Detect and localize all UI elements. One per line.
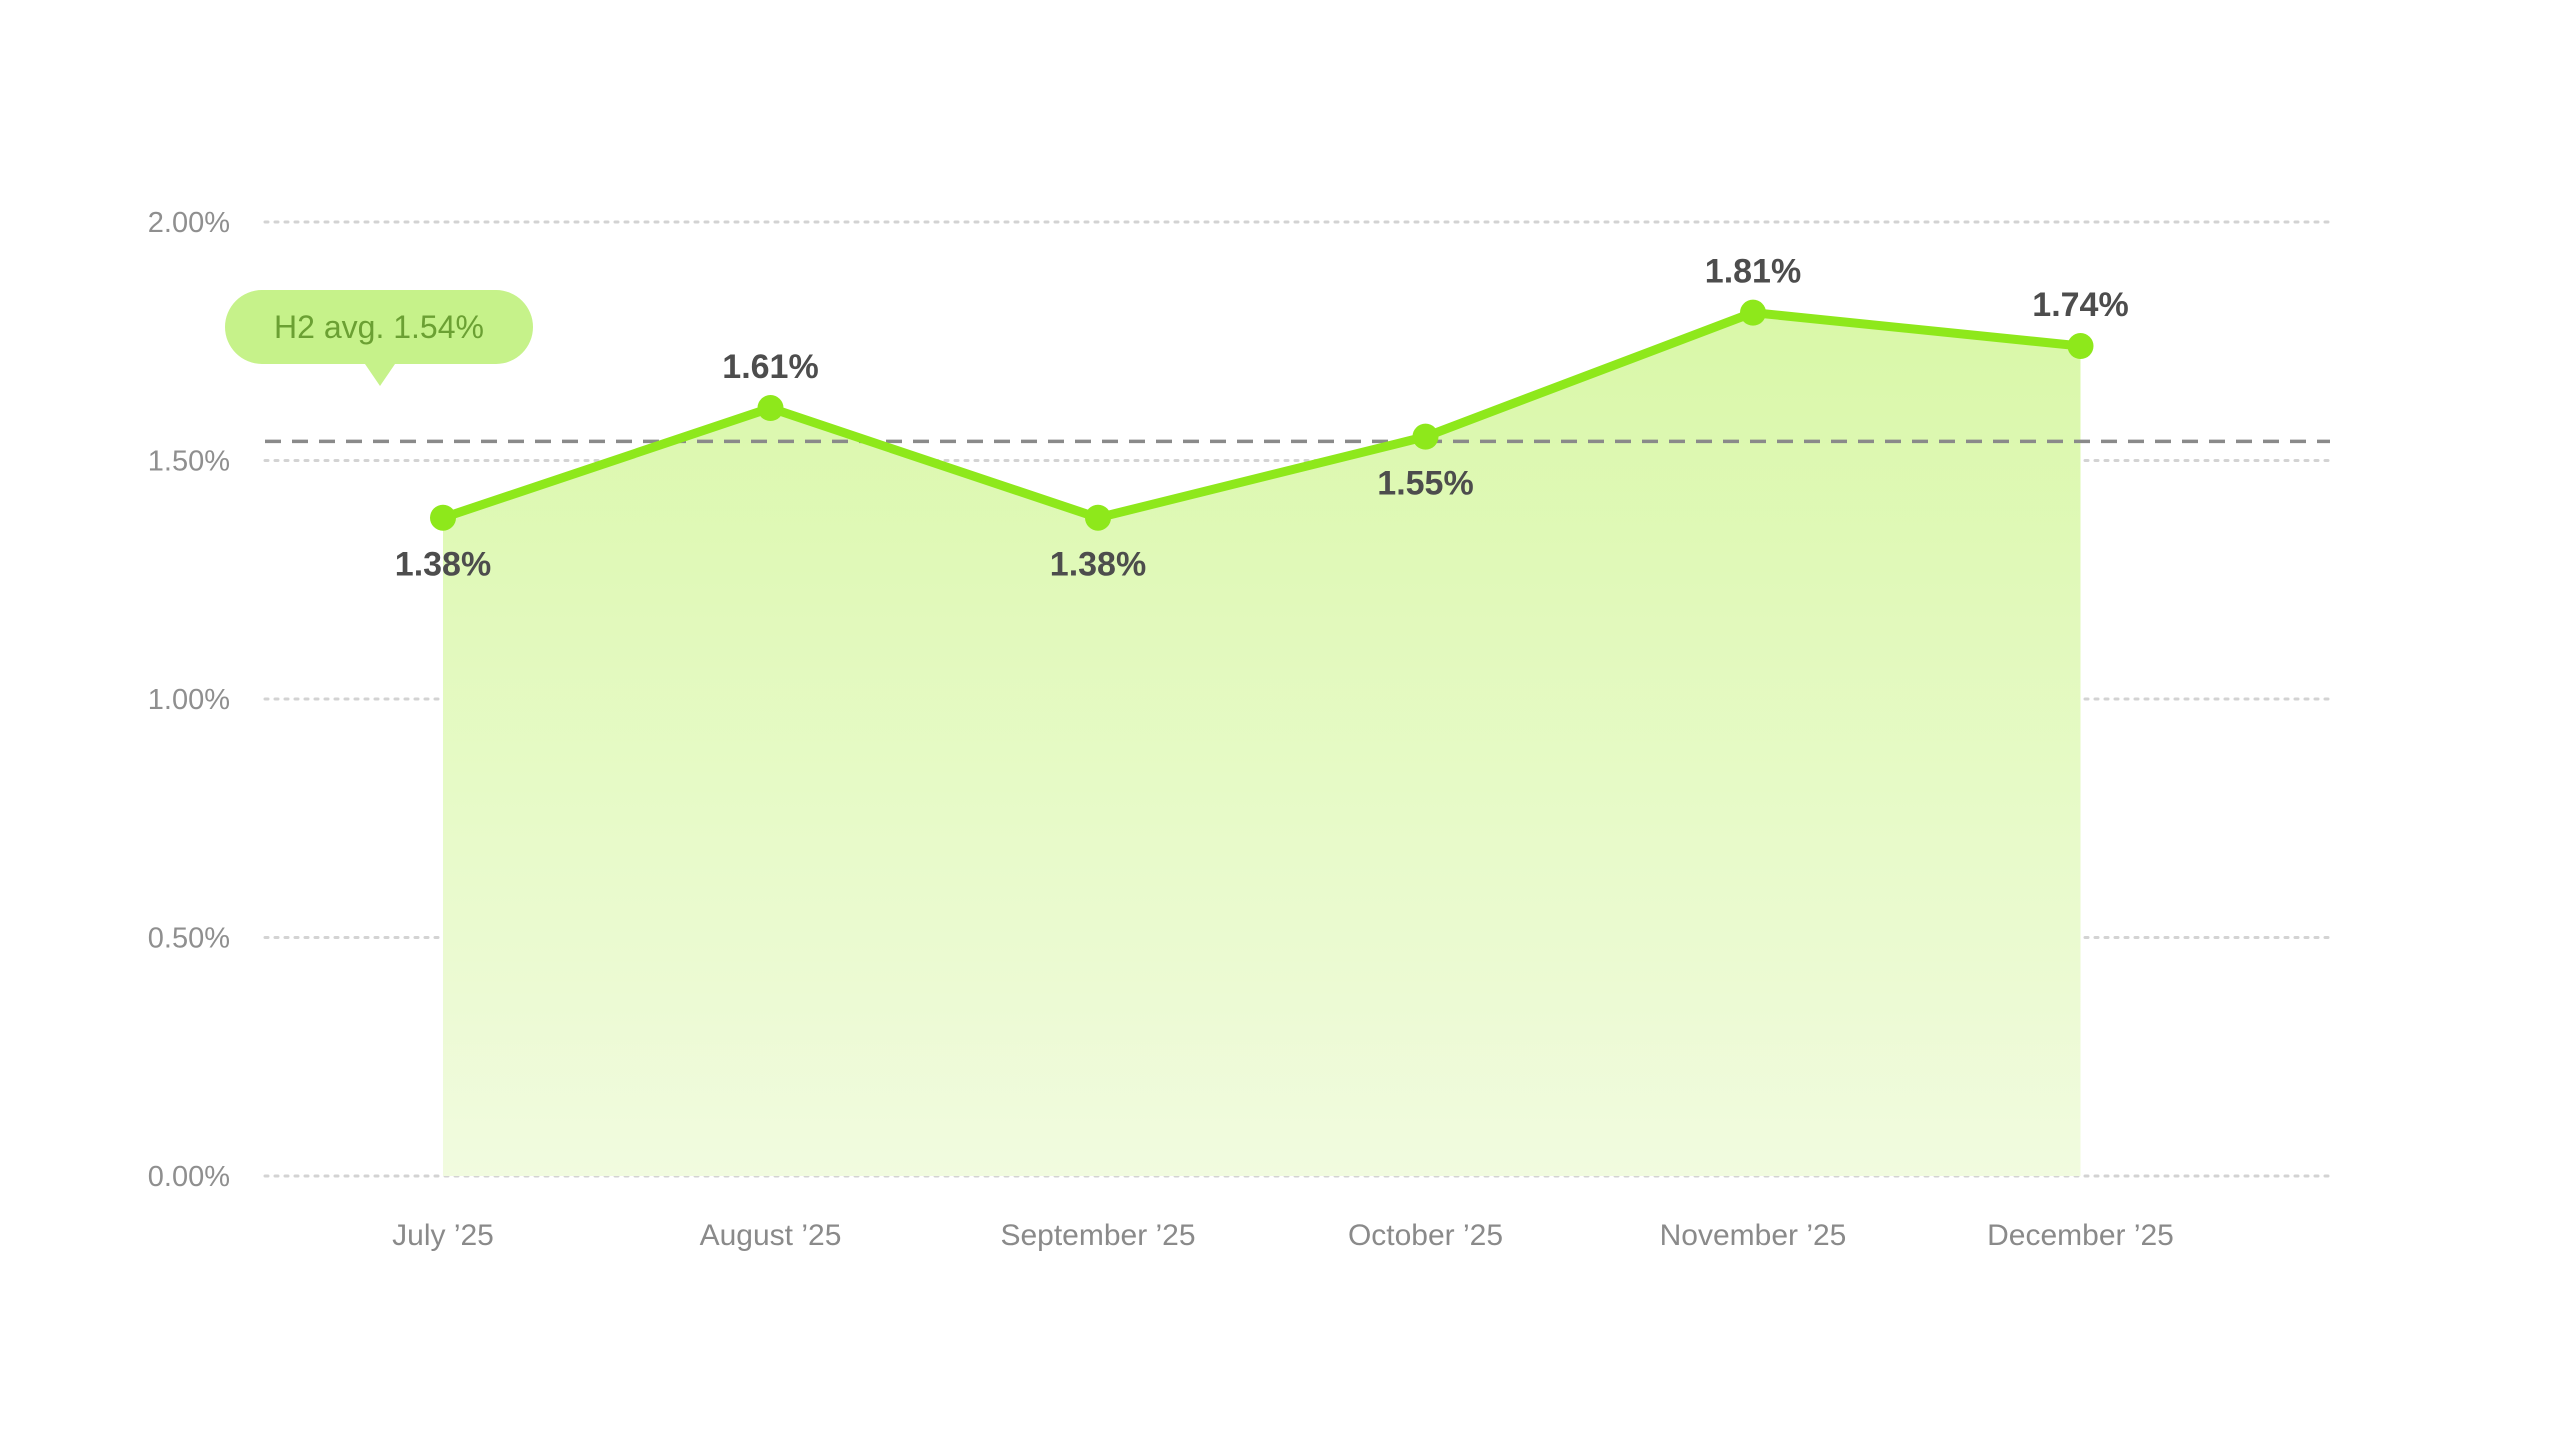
series-line-group: [438, 308, 2085, 523]
data-points: [430, 299, 2094, 531]
series-line: [438, 308, 2085, 523]
data-point: [2067, 333, 2094, 360]
area-fill: [443, 312, 2081, 1176]
series-area: [443, 312, 2081, 1176]
data-label: 1.38%: [395, 546, 491, 584]
average-badge-label: H2 avg. 1.54%: [274, 309, 484, 345]
data-point: [1740, 299, 1766, 326]
y-tick-label: 2.00%: [148, 207, 230, 239]
y-tick-label: 1.50%: [148, 446, 230, 478]
data-label: 1.61%: [722, 348, 818, 386]
data-point: [757, 395, 784, 422]
data-labels: 1.38% 1.61% 1.38% 1.55% 1.81% 1.74%: [395, 253, 2129, 584]
x-tick-label: October ’25: [1348, 1219, 1503, 1252]
average-badge: H2 avg. 1.54%: [225, 290, 533, 386]
x-axis-labels: July ’25 August ’25 September ’25 October ’…: [392, 1219, 2174, 1252]
data-point: [1412, 423, 1439, 450]
y-tick-label: 0.50%: [148, 923, 230, 955]
data-label: 1.38%: [1050, 546, 1146, 584]
x-tick-label: September ’25: [1000, 1219, 1195, 1252]
y-tick-label: 1.00%: [148, 684, 230, 716]
average-badge-bubble: [225, 290, 533, 386]
data-label: 1.74%: [2032, 286, 2128, 324]
data-label: 1.81%: [1705, 253, 1801, 291]
y-axis-labels: 0.00% 0.50% 1.00% 1.50% 2.00%: [148, 207, 230, 1193]
data-label: 1.55%: [1377, 465, 1473, 503]
data-point: [430, 504, 456, 531]
x-tick-label: August ’25: [700, 1219, 842, 1252]
x-tick-label: December ’25: [1987, 1219, 2174, 1252]
x-tick-label: November ’25: [1660, 1219, 1847, 1252]
data-point: [1085, 504, 1111, 531]
y-tick-label: 0.00%: [148, 1161, 230, 1193]
x-tick-label: July ’25: [392, 1219, 494, 1252]
